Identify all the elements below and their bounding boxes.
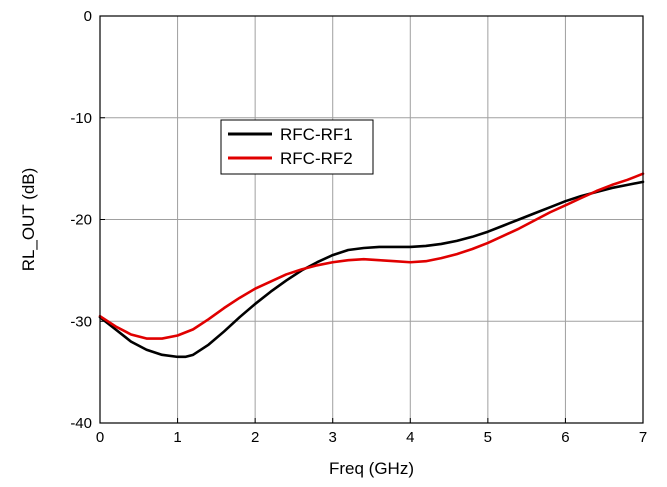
x-tick-label: 1 xyxy=(173,429,181,446)
legend: RFC-RF1 RFC-RF2 xyxy=(220,119,374,175)
x-tick-label: 3 xyxy=(329,429,337,446)
x-tick-label: 5 xyxy=(484,429,492,446)
series-line-rfc-rf1 xyxy=(98,180,645,359)
legend-label-rfc-rf2: RFC-RF2 xyxy=(280,149,353,168)
axis-ticks: 0 1 2 3 4 5 6 7 0 -10 -20 -30 -40 xyxy=(70,8,647,446)
x-tick-label: 0 xyxy=(96,429,104,446)
y-tick-label: -30 xyxy=(70,313,92,330)
x-axis-label: Freq (GHz) xyxy=(329,459,414,478)
x-tick-label: 6 xyxy=(561,429,569,446)
series-line-rfc-rf2 xyxy=(98,172,645,340)
x-tick-label: 7 xyxy=(639,429,647,446)
y-tick-label: 0 xyxy=(84,8,92,25)
grid xyxy=(100,16,643,423)
legend-label-rfc-rf1: RFC-RF1 xyxy=(280,125,353,144)
series-group xyxy=(98,172,645,359)
y-tick-label: -20 xyxy=(70,212,92,229)
x-tick-label: 2 xyxy=(251,429,259,446)
y-tick-label: -10 xyxy=(70,110,92,127)
y-axis-label: RL_OUT (dB) xyxy=(19,168,38,272)
legend-box xyxy=(220,119,374,175)
x-tick-label: 4 xyxy=(406,429,414,446)
y-tick-label: -40 xyxy=(70,415,92,432)
